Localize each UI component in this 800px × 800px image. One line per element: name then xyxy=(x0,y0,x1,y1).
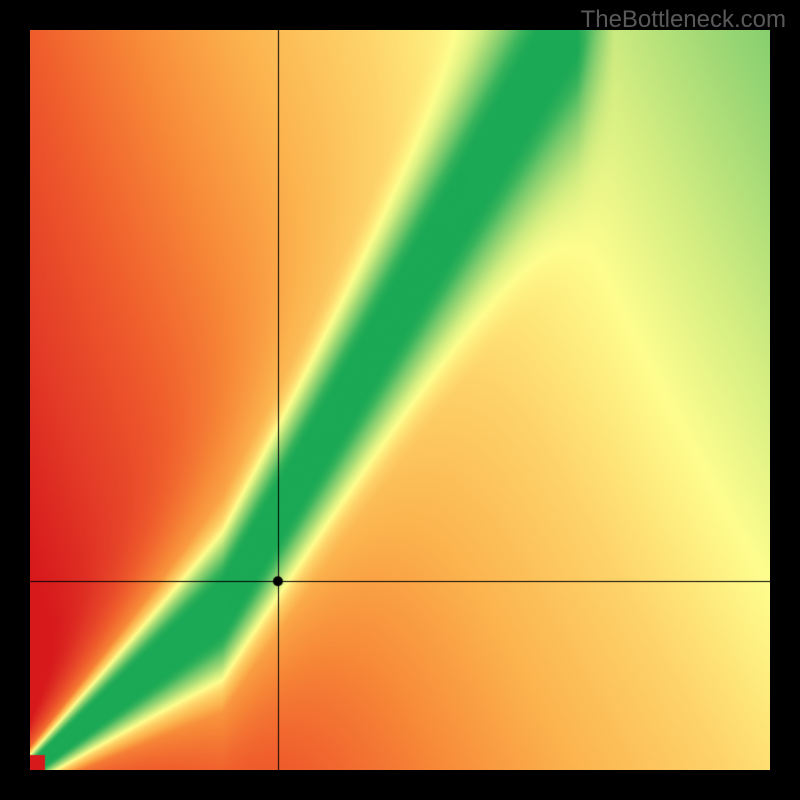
chart-frame: TheBottleneck.com xyxy=(0,0,800,800)
plot-area xyxy=(30,30,770,770)
bottleneck-heatmap xyxy=(30,30,770,770)
